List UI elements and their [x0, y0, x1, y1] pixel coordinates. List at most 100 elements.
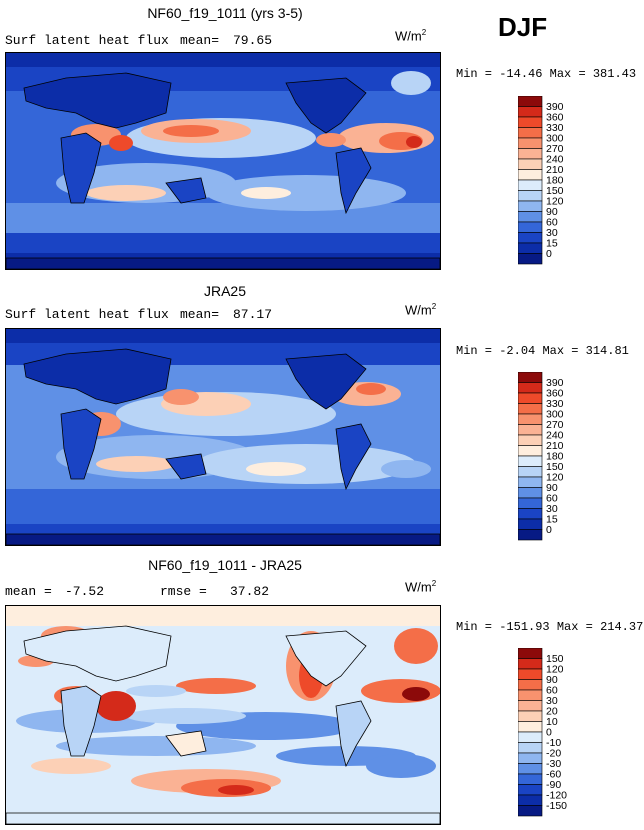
panel1-max-label: Max =	[549, 67, 586, 81]
panel3-colorbar-tick-label: 90	[546, 674, 558, 686]
panel1-units: W/m2	[395, 28, 427, 44]
panel3-colorbar: 150 120 90 60 30 20 10 0 -10 -20 -30 -60 -90 -120 -150	[517, 647, 618, 825]
panel3-colorbar-tick-label: 10	[546, 716, 558, 728]
panel1-colorbar-box	[517, 190, 543, 202]
panel1-colorbar-box	[517, 242, 543, 254]
panel3-colorbar-box	[517, 794, 543, 806]
panel3-colorbar-box	[517, 752, 543, 764]
panel3-colorbar-box	[517, 700, 543, 712]
panel2-colorbar-tick-label: 300	[546, 409, 564, 421]
panel3-max-label: Max =	[556, 620, 593, 634]
panel2-colorbar-tick-label: 360	[546, 388, 564, 400]
panel1-colorbar-tick-label: 240	[546, 154, 564, 166]
panel2-colorbar-box	[517, 434, 543, 446]
panel1-colorbar-tick-label: 270	[546, 143, 564, 155]
panel1-colorbar-box	[517, 169, 543, 181]
panel3-colorbar-box	[517, 658, 543, 670]
panel2-colorbar-tick-label: 270	[546, 419, 564, 431]
panel1-colorbar-tick-label: 390	[546, 101, 564, 113]
panel2-min-value: -2.04	[499, 344, 536, 358]
panel1-map-svg	[6, 53, 440, 269]
panel1-colorbar-box	[517, 221, 543, 233]
panel1-mean-value: 79.65	[233, 33, 273, 48]
panel3-colorbar-tick-label: 60	[546, 685, 558, 697]
panel3-colorbar-box	[517, 668, 543, 680]
panel1-min-value: -14.46	[499, 67, 543, 81]
panel1-colorbar-tick-label: 30	[546, 227, 558, 239]
panel1-colorbar-box	[517, 116, 543, 128]
panel3-title: NF60_f19_1011 - JRA25	[148, 557, 302, 573]
panel1-colorbar-tick-label: 15	[546, 238, 558, 250]
panel3-colorbar-box	[517, 805, 543, 817]
panel2-mean-value: 87.17	[233, 307, 273, 322]
panel1-colorbar: 390 360 330 300 270 240 210 180 150 120 90 60 30 15 0	[517, 95, 618, 273]
panel1-minmax: Min = -14.46 Max = 381.43	[456, 67, 636, 81]
panel2-colorbar-box	[517, 497, 543, 509]
panel1-colorbar-box	[517, 179, 543, 191]
panel3-rmse-value: 37.82	[230, 584, 270, 599]
panel3-map	[5, 605, 441, 825]
panel2-colorbar-box	[517, 508, 543, 520]
panel2-variable-label: Surf latent heat flux	[5, 307, 169, 322]
panel1-min-label: Min =	[456, 67, 493, 81]
panel1-max-value: 381.43	[592, 67, 637, 81]
panel3-colorbar-box	[517, 784, 543, 796]
panel1-colorbar-tick-label: 210	[546, 164, 564, 176]
panel1-colorbar-tick-label: 360	[546, 112, 564, 124]
panel1-colorbar-box	[517, 211, 543, 223]
panel2-colorbar-box	[517, 371, 543, 383]
panel2-colorbar-tick-label: 30	[546, 503, 558, 515]
panel1-colorbar-box	[517, 158, 543, 170]
panel1-colorbar-tick-label: 90	[546, 206, 558, 218]
panel2-map-svg	[6, 329, 440, 545]
panel1-map	[5, 52, 441, 270]
panel2-colorbar-tick-label: 150	[546, 461, 564, 473]
panel2-colorbar-tick-label: 0	[546, 524, 552, 536]
panel2-colorbar-tick-label: 90	[546, 482, 558, 494]
panel2-colorbar-box	[517, 518, 543, 530]
panel2-units: W/m2	[405, 302, 437, 318]
panel3-colorbar-box	[517, 773, 543, 785]
panel3-colorbar-box	[517, 647, 543, 659]
panel2-colorbar-box	[517, 476, 543, 488]
panel3-colorbar-box	[517, 763, 543, 775]
panel1-colorbar-box	[517, 106, 543, 118]
panel1-colorbar-tick-label: 150	[546, 185, 564, 197]
panel1-colorbar-box	[517, 137, 543, 149]
panel3-colorbar-box	[517, 710, 543, 722]
panel2-colorbar-box	[517, 445, 543, 457]
panel2-colorbar-box	[517, 487, 543, 499]
panel2-mean-label: mean=	[180, 307, 220, 322]
panel2-colorbar-box	[517, 382, 543, 394]
panel3-min-value: -151.93	[499, 620, 550, 634]
panel2-max-label: Max =	[542, 344, 579, 358]
panel1-colorbar-box	[517, 232, 543, 244]
panel2-colorbar-box	[517, 455, 543, 467]
panel2-colorbar: 390 360 330 300 270 240 210 180 150 120 90 60 30 15 0	[517, 371, 618, 549]
panel3-colorbar-tick-label: -90	[546, 779, 561, 791]
panel2-title: JRA25	[203, 283, 247, 299]
panel3-colorbar-tick-label: -150	[546, 800, 567, 812]
panel2-colorbar-tick-label: 120	[546, 472, 564, 484]
panel1-colorbar-box	[517, 95, 543, 107]
panel3-map-svg	[6, 606, 440, 824]
panel2-min-label: Min =	[456, 344, 493, 358]
panel3-colorbar-tick-label: 20	[546, 706, 558, 718]
panel3-minmax: Min = -151.93 Max = 214.37	[456, 620, 643, 634]
panel2-colorbar-tick-label: 15	[546, 514, 558, 526]
panel1-colorbar-tick-label: 300	[546, 133, 564, 145]
panel3-colorbar-box	[517, 742, 543, 754]
season-label: DJF	[498, 12, 548, 42]
panel3-colorbar-box	[517, 689, 543, 701]
panel3-colorbar-tick-label: 120	[546, 664, 564, 676]
panel3-mean-value: -7.52	[65, 584, 105, 599]
panel1-title: NF60_f19_1011 (yrs 3-5)	[147, 5, 303, 21]
panel3-colorbar-tick-label: 0	[546, 727, 552, 739]
panel2-colorbar-box	[517, 413, 543, 425]
panel2-colorbar-tick-label: 180	[546, 451, 564, 463]
panel2-colorbar-tick-label: 60	[546, 493, 558, 505]
panel2-colorbar-box	[517, 392, 543, 404]
panel2-colorbar-box	[517, 424, 543, 436]
